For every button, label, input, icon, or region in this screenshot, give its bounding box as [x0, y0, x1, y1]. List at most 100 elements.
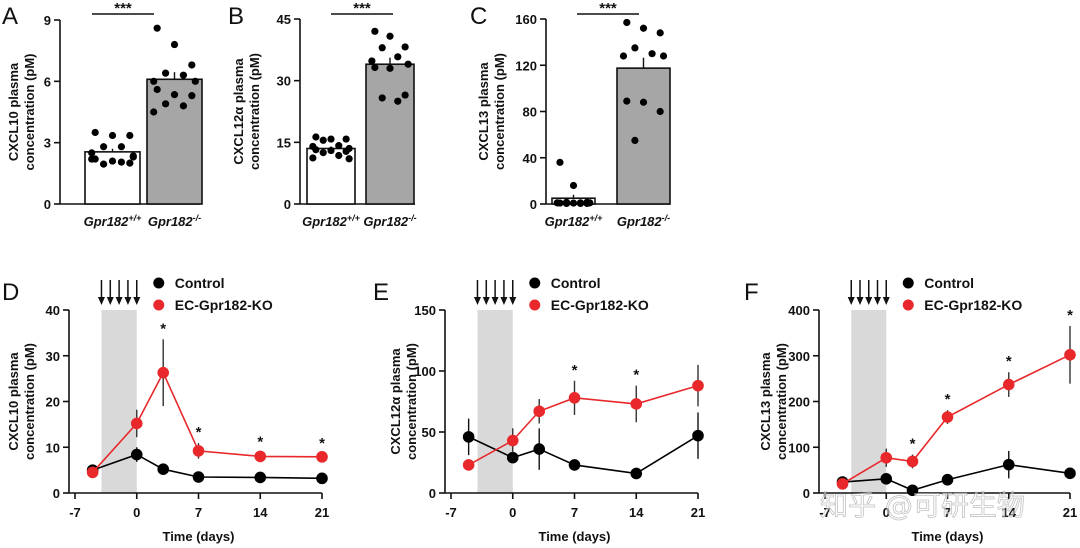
y-axis-label: CXCL12α plasma concentration (pM): [388, 343, 419, 460]
y-tick-label: 80: [523, 105, 537, 120]
data-point: [319, 149, 327, 157]
data-point: [335, 142, 343, 150]
y-tick-label: 30: [46, 349, 60, 364]
data-point: [342, 147, 350, 155]
bar: [616, 67, 671, 205]
data-point: [648, 50, 656, 58]
data-point: [906, 455, 919, 468]
injection-arrow-head: [115, 297, 123, 305]
data-point: [394, 97, 402, 105]
data-point: [639, 24, 648, 32]
data-point: [619, 52, 628, 60]
y-axis-label-line-2: concentration (pM): [22, 343, 37, 460]
data-point: [639, 98, 648, 106]
data-point: [568, 459, 581, 471]
category-superscript: -/-: [408, 213, 417, 223]
y-tick-label: 0: [44, 197, 51, 212]
data-point: [254, 450, 267, 463]
x-tick-label: -7: [445, 505, 457, 520]
significance-label: *: [319, 435, 325, 452]
y-axis-label-line-1: CXCL10 plasma: [6, 352, 21, 451]
data-point: [941, 411, 954, 423]
legend-marker: [153, 299, 165, 311]
legend-label: EC-Gpr182-KO: [924, 297, 1022, 313]
injection-arrow-head: [106, 297, 114, 305]
data-point: [562, 199, 571, 208]
data-point: [569, 181, 578, 190]
y-tick-label: 15: [277, 135, 291, 150]
y-axis-label: CXCL13 plasma concentration (pM): [758, 343, 789, 460]
y-tick-label: 10: [46, 440, 60, 455]
data-point: [506, 451, 519, 464]
x-tick-label: 21: [315, 505, 329, 520]
panel-letter: D: [2, 279, 19, 306]
data-point: [319, 136, 327, 144]
data-point: [130, 417, 143, 430]
data-point: [401, 43, 409, 51]
x-tick-label: 14: [253, 505, 268, 520]
data-point: [630, 467, 643, 480]
data-point: [126, 131, 134, 140]
data-point: [345, 155, 353, 163]
panel-f: F 0 100 200 300 400 CXCL13 plasma concentration…: [744, 275, 1077, 544]
data-point: [179, 71, 188, 79]
panel-letter: C: [470, 3, 487, 30]
data-point: [631, 136, 639, 145]
x-tick-label: 21: [691, 505, 705, 520]
data-point: [126, 159, 134, 167]
data-point: [462, 431, 475, 443]
series-line: [842, 463, 1071, 492]
data-point: [170, 91, 179, 99]
category-label: Gpr182+/+: [545, 213, 604, 229]
series-line: [468, 384, 699, 466]
significance-label: ***: [114, 0, 132, 17]
x-tick-label: -7: [69, 505, 81, 520]
series-line: [92, 370, 323, 473]
data-point: [312, 133, 320, 141]
y-axis-label-line-2: concentration (pM): [404, 343, 419, 460]
category-label: Gpr182-/-: [363, 213, 416, 229]
legend-label: Control: [924, 275, 974, 291]
x-axis-label: Time (days): [538, 529, 610, 544]
data-point: [836, 478, 849, 490]
significance-label: *: [572, 362, 578, 379]
category-label: Gpr182+/+: [84, 213, 143, 229]
data-point: [371, 27, 379, 35]
category-label: Gpr182+/+: [302, 213, 361, 229]
y-tick-label: 0: [53, 486, 60, 501]
legend-label: Control: [175, 275, 225, 291]
x-tick-label: 14: [1002, 505, 1017, 520]
data-point: [692, 379, 704, 392]
x-tick-label: 0: [509, 505, 516, 520]
panel-letter: F: [744, 279, 759, 306]
category-base: Gpr182: [545, 214, 591, 229]
data-point: [192, 471, 205, 483]
data-point: [327, 135, 335, 143]
significance-label: *: [910, 436, 916, 453]
category-superscript: +/+: [589, 213, 603, 223]
data-point: [91, 128, 99, 137]
data-point: [880, 451, 893, 464]
injection-arrow-head: [865, 297, 873, 305]
data-point: [157, 366, 170, 379]
data-point: [170, 40, 179, 49]
injection-arrow-head: [847, 297, 855, 305]
data-point: [568, 392, 581, 404]
panel-d: D 0 10 20 30 40 CXCL10 plasma concentration (pM…: [2, 275, 329, 544]
data-point: [88, 149, 96, 157]
y-tick-label: 0: [530, 197, 537, 212]
y-tick-label: 6: [44, 74, 51, 89]
panel-b: B 0 15 30 45 CXCL12α plasma concentration (pM)…: [228, 0, 417, 229]
significance-label: *: [633, 367, 639, 384]
y-tick-label: 40: [523, 151, 537, 166]
significance-label: *: [257, 433, 263, 450]
data-point: [368, 57, 376, 65]
significance-label: *: [945, 391, 951, 408]
data-point: [327, 146, 335, 155]
series-line: [842, 354, 1071, 485]
data-point: [335, 151, 343, 160]
data-point: [880, 473, 893, 485]
series-line: [468, 434, 699, 475]
y-tick-label: 0: [284, 197, 291, 212]
